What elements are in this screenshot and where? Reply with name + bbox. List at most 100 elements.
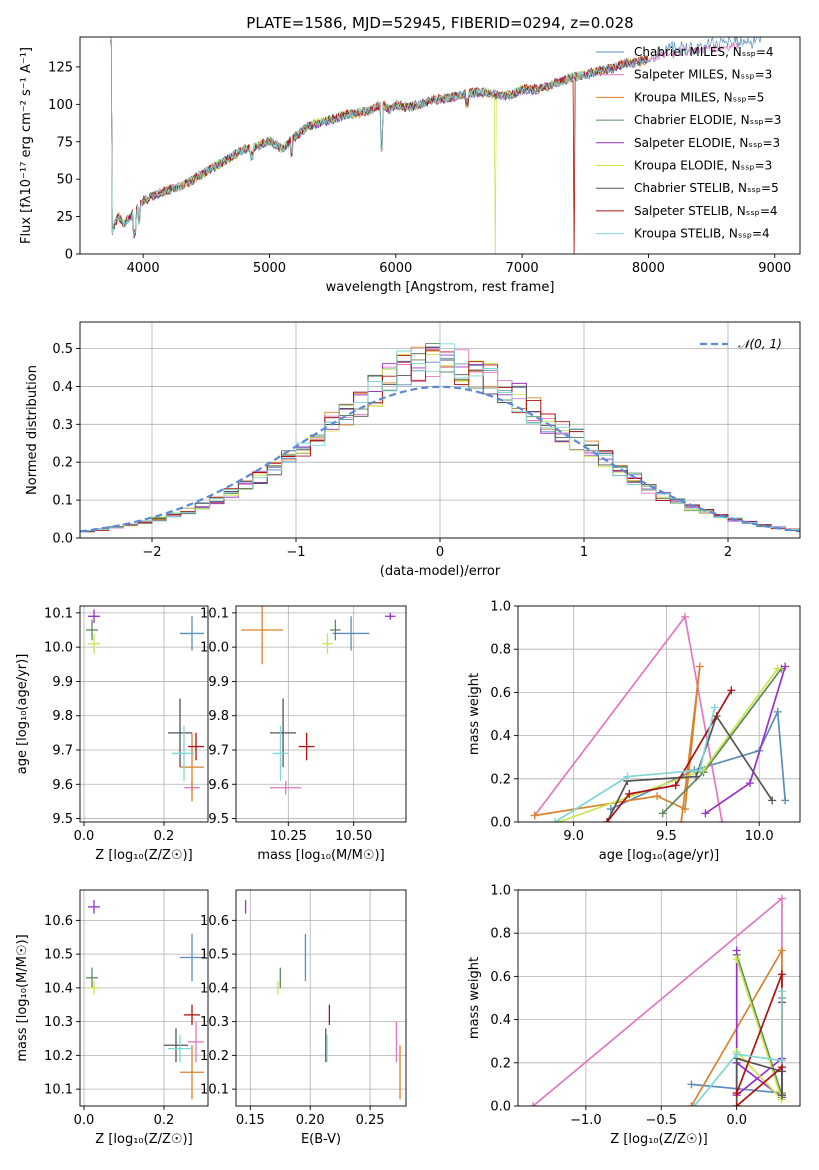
x-tick-label: −2 [142, 545, 161, 560]
series-marker [695, 662, 704, 671]
series-marker [658, 809, 667, 818]
series-salpeter-elodie [701, 662, 790, 818]
series-marker [777, 1056, 786, 1065]
series-chabrier-miles [606, 707, 790, 814]
legend-entry: Chabrier ELODIE, Nₛₛₚ=3 [634, 113, 781, 127]
axes-spectrum: 4000 5000 6000 7000 8000 9000 0 25 50 75 100 125 wav… [19, 14, 801, 295]
data-point-kroupa-elodie [88, 981, 100, 995]
y-tick-label: 50 [56, 173, 73, 188]
y-tick-label: 9.6 [52, 778, 73, 793]
series-salpeter-miles [529, 894, 786, 1106]
y-tick-label: 9.7 [208, 744, 229, 759]
data-point-kroupa-miles [180, 1045, 204, 1100]
plot-area [86, 900, 204, 1100]
plot-area [80, 343, 800, 538]
plot-area [241, 606, 396, 795]
y-axis-label: age [log₁₀(age/yr)] [15, 654, 30, 775]
series-marker [625, 789, 634, 798]
axes-frame [517, 605, 801, 823]
plot-area [529, 894, 786, 1106]
spectrum-line-salpeter-stelib [110, 38, 649, 254]
series-marker [718, 818, 727, 822]
series-marker [530, 811, 539, 820]
data-point-salpeter-stelib [184, 1004, 200, 1025]
y-tick-label: 0.4 [52, 380, 73, 395]
y-tick-label: 9.7 [52, 744, 73, 759]
data-point-salpeter-stelib [298, 732, 315, 761]
y-tick-label: 10.5 [200, 948, 229, 963]
y-tick-label: 100 [48, 98, 73, 113]
x-axis-label: E(B-V) [301, 1132, 341, 1147]
axes-frame [79, 605, 209, 823]
data-point-chabrier-miles [180, 933, 204, 982]
y-tick-label: 0.3 [52, 418, 73, 433]
spectrum-line-chabrier-elodie [110, 37, 649, 237]
series-kroupa-stelib [690, 987, 786, 1106]
plot-area [86, 609, 204, 802]
y-axis-label: mass weight [467, 957, 482, 1039]
series-marker [732, 1050, 741, 1059]
series-marker [551, 818, 560, 822]
y-tick-label: 0.6 [490, 686, 511, 701]
y-tick-label: 9.9 [52, 675, 73, 690]
data-point-chabrier-elodie [330, 619, 341, 641]
y-tick-label: 9.8 [52, 709, 73, 724]
data-point-salpeter-elodie [385, 612, 396, 620]
legend-entry: Kroupa STELIB, Nₛₛₚ=4 [634, 227, 770, 241]
axes-weight-age: 9.0 9.5 10.0 0.0 0.2 0.4 0.6 0.8 1.0 age [log₁₀(a… [467, 600, 801, 863]
data-point-salpeter-elodie [88, 900, 100, 914]
x-tick-label: 0.25 [356, 1113, 385, 1128]
x-tick-label: 9.5 [656, 829, 677, 844]
series-line [534, 666, 701, 822]
chart-title: PLATE=1586, MJD=52945, FIBERID=0294, z=0… [246, 14, 633, 32]
series-marker [680, 612, 689, 621]
y-tick-label: 0.2 [490, 1056, 511, 1071]
legend-entry: Salpeter MILES, Nₛₛₚ=3 [634, 68, 772, 82]
y-tick-label: 0.1 [52, 494, 73, 509]
x-tick-label: 1 [580, 545, 588, 560]
series-marker [777, 1091, 786, 1100]
axes-frame [79, 321, 801, 539]
y-tick-label: 9.5 [52, 812, 73, 827]
legend-entry: Kroupa MILES, Nₛₛₚ=5 [634, 90, 764, 104]
x-tick-label: 7000 [506, 261, 539, 276]
series-marker [745, 779, 754, 788]
x-tick-label: −1 [286, 545, 305, 560]
y-tick-label: 10.4 [200, 981, 229, 996]
series-marker [732, 1102, 741, 1106]
series-marker [777, 987, 786, 996]
series-marker [727, 686, 736, 695]
x-tick-label: 10.25 [270, 829, 307, 844]
x-tick-label: 6000 [379, 261, 412, 276]
y-tick-label: 10.0 [44, 641, 73, 656]
legend-entry: Salpeter STELIB, Nₛₛₚ=4 [634, 204, 778, 218]
legend-entry: Chabrier MILES, Nₛₛₚ=4 [634, 45, 774, 59]
series-marker [777, 894, 786, 903]
normal-curve [80, 385, 800, 533]
series-marker [710, 703, 719, 712]
x-tick-label: 0.0 [74, 1113, 95, 1128]
x-axis-label: Z [log₁₀(Z/Z☉)] [95, 1132, 192, 1147]
y-axis-label: mass weight [467, 673, 482, 755]
axes-frame [517, 889, 801, 1107]
spectrum-line-kroupa-elodie [109, 42, 649, 254]
x-tick-label: −0.5 [645, 1113, 677, 1128]
series-marker [732, 946, 741, 955]
y-tick-label: 0.0 [52, 532, 73, 547]
y-tick-label: 75 [56, 135, 73, 150]
legend-entry: 𝒩(0, 1) [738, 337, 782, 351]
y-tick-label: 10.3 [44, 1015, 73, 1030]
series-marker [529, 1102, 538, 1106]
y-tick-label: 10.2 [200, 1049, 229, 1064]
plot-area [109, 37, 762, 254]
plot-area [530, 612, 790, 822]
y-tick-label: 1.0 [490, 884, 511, 899]
axes-frame [235, 605, 407, 823]
series-marker [777, 946, 786, 955]
y-tick-label: 0.2 [52, 456, 73, 471]
y-tick-label: 0.6 [490, 970, 511, 985]
data-point-chabrier-stelib [168, 698, 192, 768]
data-point-kroupa-elodie [88, 633, 100, 654]
series-marker [671, 781, 680, 790]
x-tick-label: 2 [724, 545, 732, 560]
